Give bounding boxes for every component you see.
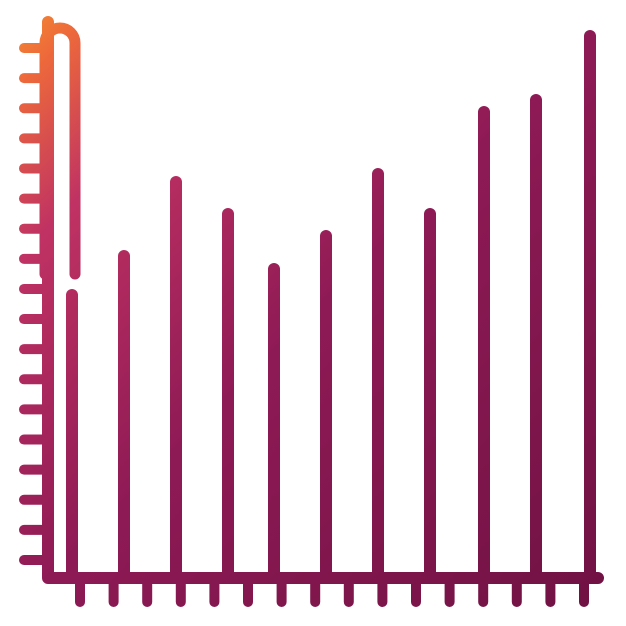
bar-chart-icon [0,0,626,626]
thermometer-ornament [45,28,75,274]
